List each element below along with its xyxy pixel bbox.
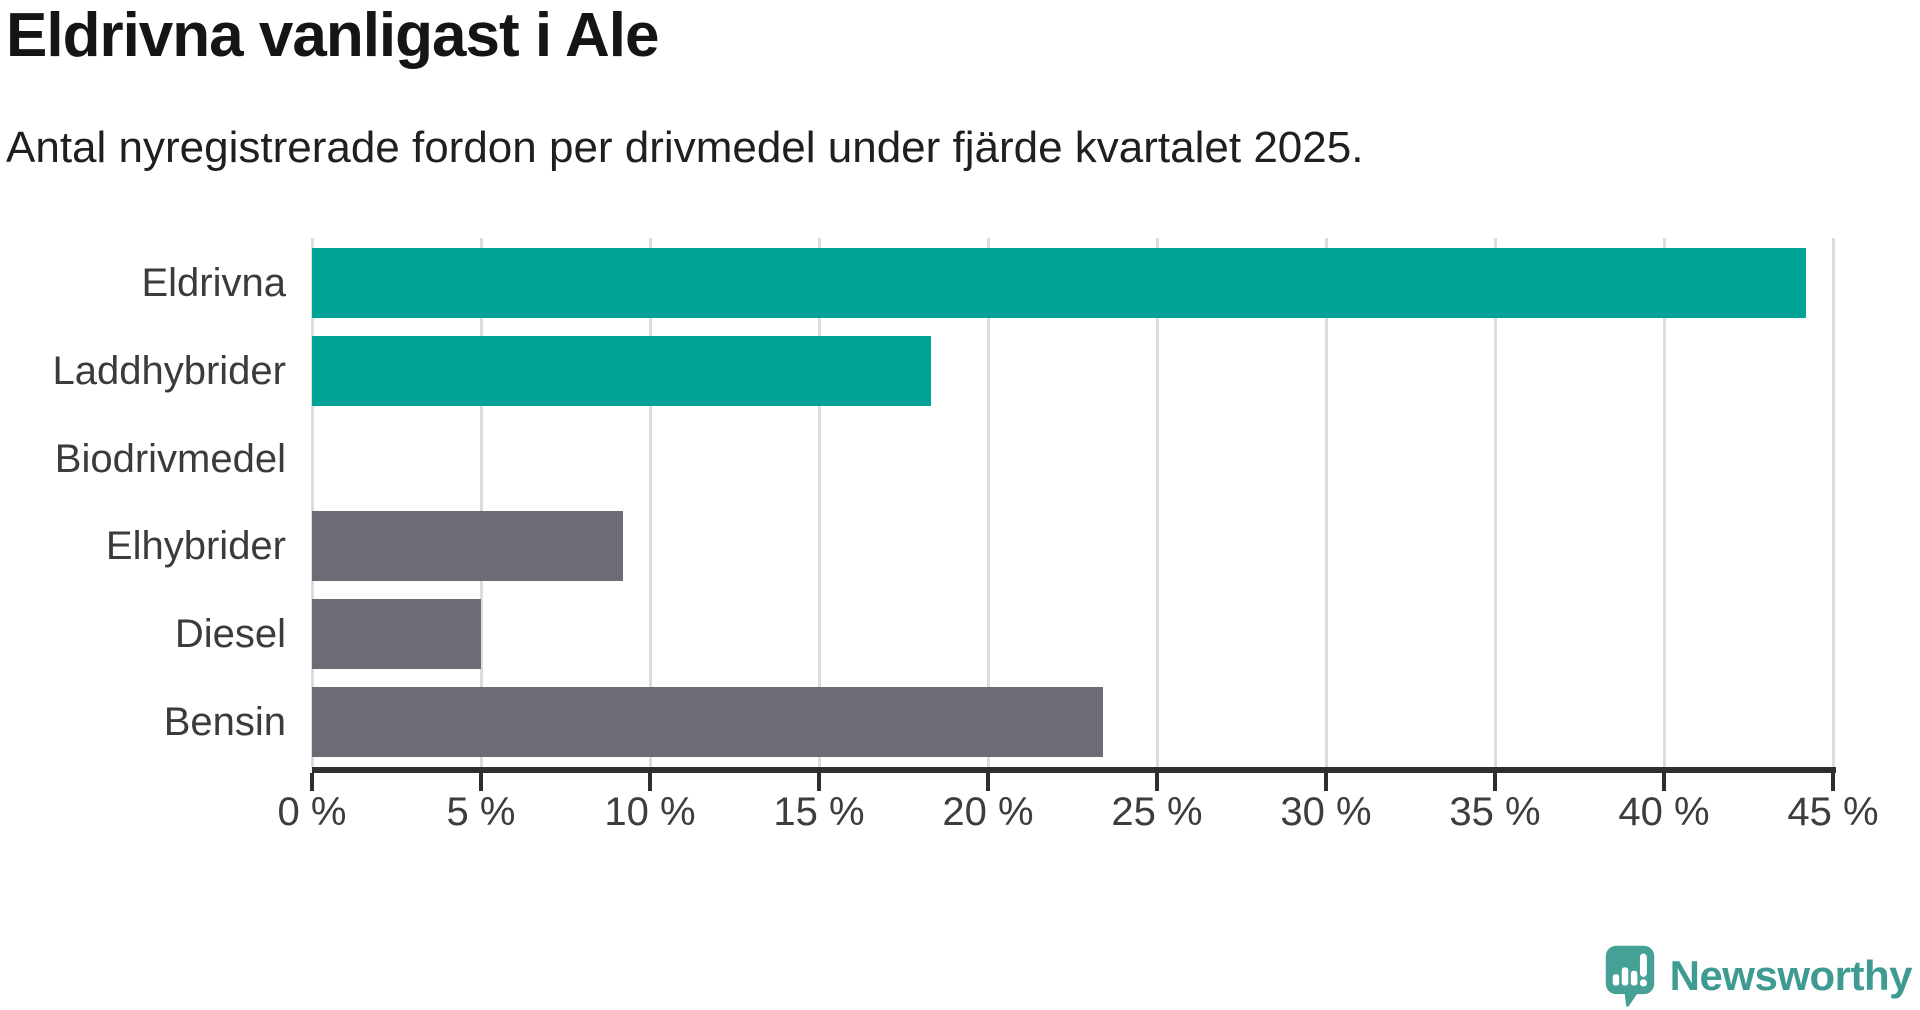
category-label-laddhybrider: Laddhybrider [52,348,287,393]
bar-eldrivna [312,248,1806,318]
bar-laddhybrider [312,335,931,406]
category-label-bensin: Bensin [163,700,286,744]
gridline-20 [986,238,990,767]
category-label-elhybrider: Elhybrider [105,524,286,569]
bar-elhybrider [312,511,623,582]
x-axis-tick-label-40: 40 % [1618,790,1710,834]
bar-diesel [312,599,481,670]
bar-bensin [312,687,1103,757]
x-axis-tick-label-30: 30 % [1280,790,1372,834]
category-label-diesel: Diesel [174,612,286,657]
x-axis-line [312,767,1836,773]
gridline-5 [479,238,483,767]
gridline-25 [1155,238,1159,767]
x-axis-tick-10 [648,773,652,791]
chart-title: Eldrivna vanligast i Ale [6,1,659,70]
gridline-40 [1662,238,1666,767]
x-axis-tick-0 [310,773,314,791]
newsworthy-logo: Newsworthy [1604,944,1913,1008]
x-axis-tick-30 [1324,773,1328,791]
category-label-eldrivna: Eldrivna [141,261,286,305]
gridline-0 [310,238,314,767]
category-label-biodrivmedel: Biodrivmedel [54,436,286,481]
x-axis-tick-label-10: 10 % [604,790,696,834]
gridline-45 [1831,238,1835,767]
x-axis-tick-label-45: 45 % [1787,790,1879,834]
x-axis-tick-label-20: 20 % [942,790,1034,834]
x-axis-tick-label-15: 15 % [773,790,865,834]
x-axis-tick-20 [986,773,990,791]
x-axis-tick-label-0: 0 % [277,790,347,834]
newsworthy-pin-barchart-icon [1605,945,1654,1007]
x-axis-tick-label-35: 35 % [1449,790,1541,834]
x-axis-tick-15 [817,773,821,791]
gridline-30 [1324,238,1328,767]
x-axis-tick-5 [479,773,483,791]
x-axis-tick-label-25: 25 % [1111,790,1203,834]
chart-subtitle: Antal nyregistrerade fordon per drivmede… [6,123,1364,172]
gridline-35 [1493,238,1497,767]
x-axis-tick-35 [1493,773,1497,791]
x-axis-tick-45 [1831,773,1835,791]
x-axis-tick-40 [1662,773,1666,791]
gridline-15 [817,238,821,767]
x-axis-tick-25 [1155,773,1159,791]
gridline-10 [648,238,652,767]
x-axis-tick-label-5: 5 % [446,790,516,834]
newsworthy-logo-text: Newsworthy [1669,952,1913,999]
